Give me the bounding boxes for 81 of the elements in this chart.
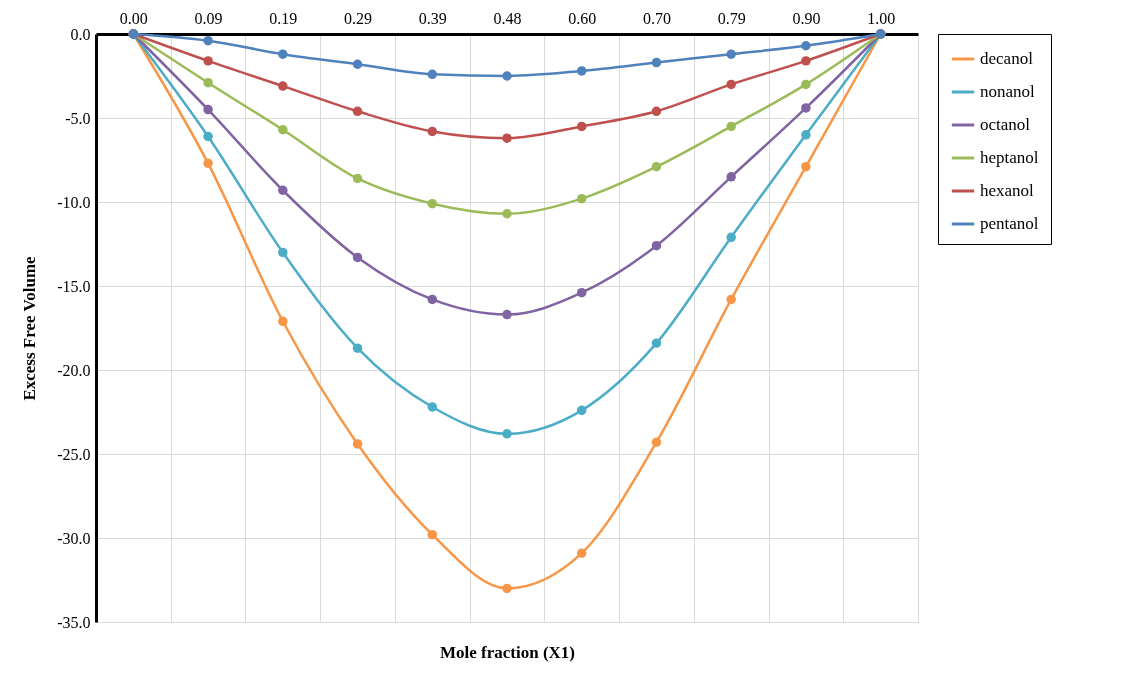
y-tick-label: -25.0: [57, 445, 91, 463]
x-tick-label: 0.48: [493, 9, 522, 27]
y-tick-label: -30.0: [57, 529, 91, 547]
point: [726, 49, 736, 59]
legend-label: octanol: [980, 115, 1031, 134]
point: [726, 294, 736, 305]
point: [651, 240, 662, 251]
y-tick-label: -35.0: [57, 613, 91, 631]
point: [352, 252, 363, 263]
point: [576, 193, 587, 204]
point: [203, 131, 213, 142]
point: [651, 437, 662, 447]
point: [502, 583, 512, 594]
point: [278, 316, 288, 327]
point: [278, 125, 288, 135]
point: [801, 130, 811, 140]
x-tick-label: 0.29: [344, 9, 373, 27]
x-tick-label: 1.00: [867, 9, 896, 27]
legend-label: pentanol: [980, 214, 1039, 233]
point: [801, 56, 811, 66]
point: [801, 41, 811, 51]
point: [427, 529, 438, 540]
point: [651, 161, 662, 172]
point: [801, 161, 811, 172]
point: [502, 71, 512, 81]
y-axis-title: Excess Free Volume: [20, 255, 40, 401]
y-tick-label: -20.0: [57, 361, 91, 379]
point: [352, 106, 363, 117]
y-tick-label: -15.0: [57, 277, 91, 295]
point: [576, 121, 587, 132]
point: [576, 287, 587, 298]
point: [203, 104, 213, 115]
x-tick-label: 0.79: [717, 9, 746, 27]
point: [427, 198, 438, 209]
point: [278, 247, 288, 258]
point: [651, 338, 662, 348]
point: [203, 158, 213, 169]
point: [576, 66, 587, 76]
y-tick-label: -5.0: [65, 109, 91, 127]
point: [203, 77, 213, 88]
x-tick-label: 0.00: [119, 9, 148, 27]
x-tick-label: 0.70: [642, 9, 671, 27]
point: [203, 35, 213, 46]
point: [278, 49, 288, 59]
x-tick-label: 0.39: [418, 9, 447, 27]
legend-label: nonanol: [980, 82, 1036, 101]
point: [427, 402, 438, 412]
x-axis-title: Mole fraction (X1): [439, 642, 576, 662]
point: [502, 133, 512, 143]
point: [278, 185, 288, 195]
point: [427, 69, 438, 80]
point: [352, 343, 363, 353]
point: [576, 405, 587, 416]
point: [726, 79, 736, 90]
x-tick-label: 0.19: [269, 9, 298, 27]
point: [651, 57, 662, 68]
point: [278, 81, 288, 91]
point: [502, 309, 512, 320]
point: [726, 232, 736, 243]
x-tick-label: 0.60: [568, 9, 597, 27]
y-tick-label: 0.0: [70, 25, 91, 43]
point: [576, 548, 587, 558]
point: [651, 106, 662, 117]
point: [801, 103, 811, 113]
point: [352, 439, 363, 449]
point: [427, 126, 438, 137]
x-tick-label: 0.90: [792, 9, 821, 27]
point: [726, 172, 736, 182]
point: [352, 59, 363, 69]
legend-label: heptanol: [980, 148, 1039, 167]
legend-label: decanol: [980, 49, 1034, 68]
legend-label: hexanol: [980, 181, 1035, 200]
point: [502, 209, 512, 219]
point: [427, 294, 438, 305]
point: [801, 79, 811, 90]
x-tick-label: 0.09: [194, 9, 223, 27]
point: [502, 429, 512, 439]
y-tick-label: -10.0: [57, 193, 91, 211]
point: [726, 121, 736, 132]
point: [203, 56, 213, 66]
point: [352, 173, 363, 184]
